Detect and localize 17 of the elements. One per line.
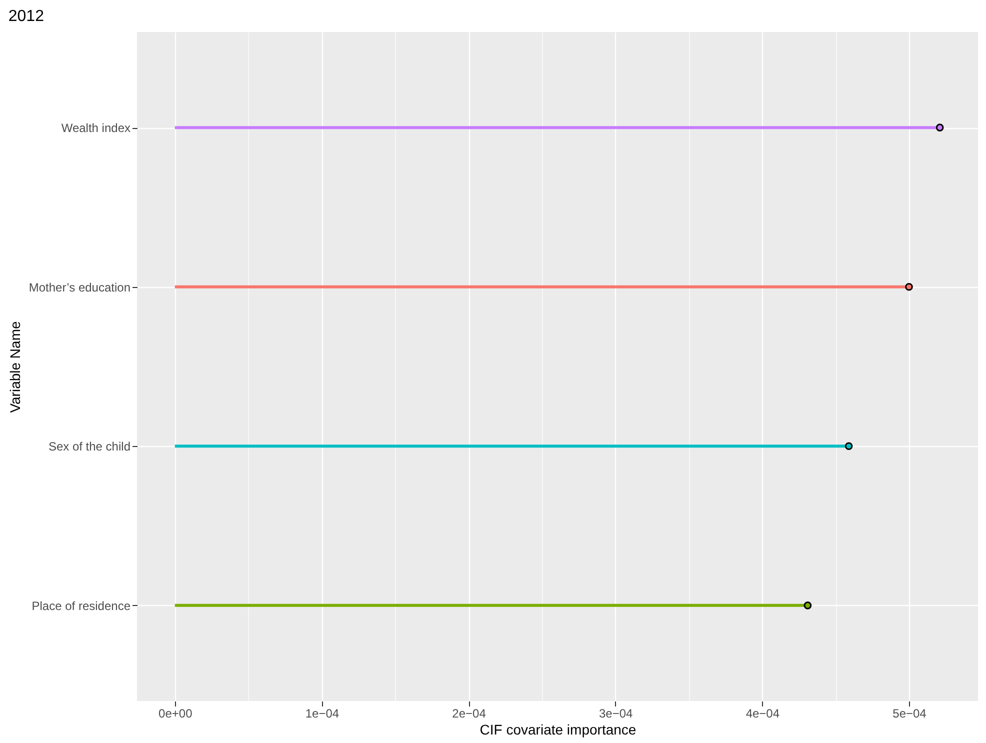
x-tick-label: 4e−04 [746, 706, 780, 720]
x-tick-label: 3e−04 [598, 706, 634, 720]
x-tick-label: 2e−04 [452, 706, 486, 720]
y-tick-label: Wealth index [61, 121, 130, 136]
y-tick-label: Place of residence [32, 598, 131, 613]
x-tick-label: 0e+00 [158, 706, 193, 720]
x-tick-label: 5e−04 [892, 706, 927, 720]
y-tick-label: Sex of the child [48, 440, 130, 454]
point [804, 602, 812, 610]
point [936, 124, 944, 132]
x-axis-title: CIF covariate importance [480, 722, 636, 738]
point [844, 442, 853, 450]
x-tick-label: 1e−04 [305, 706, 340, 720]
y-axis-title: Variable Name [6, 321, 23, 413]
point [905, 282, 913, 291]
y-tick-label: Mother’s education [28, 280, 130, 294]
chart-title: 2012 [8, 8, 44, 25]
